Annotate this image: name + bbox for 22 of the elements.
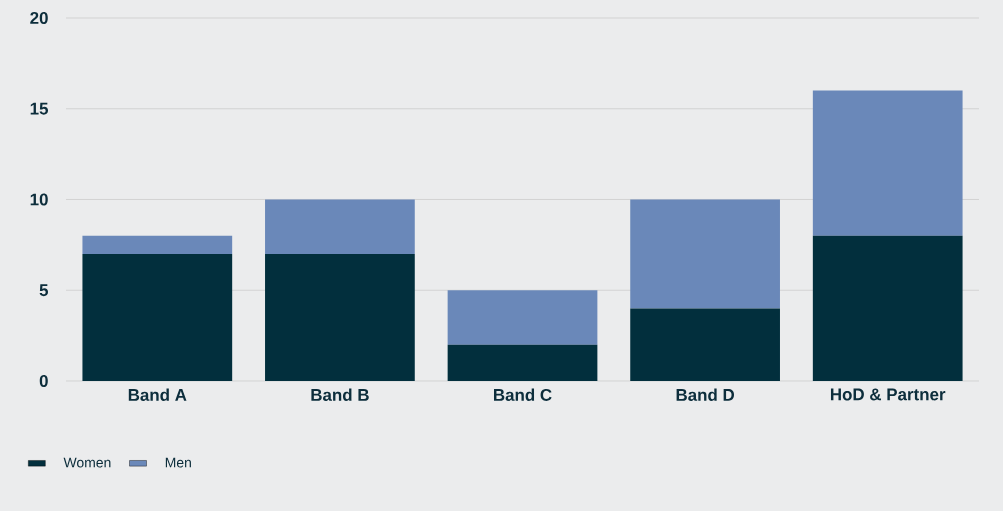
bar — [630, 308, 780, 381]
y-tick-label: 20 — [30, 11, 48, 24]
bar — [265, 253, 415, 381]
x-tick-label: Band A — [128, 388, 187, 401]
bar — [447, 344, 598, 381]
bar — [265, 199, 415, 254]
legend-label: Women — [63, 457, 111, 468]
legend-label: Men — [165, 457, 191, 468]
y-tick-label: 0 — [39, 374, 48, 387]
y-tick-label: 10 — [30, 193, 48, 206]
x-tick-label: HoD & Partner — [830, 388, 946, 401]
x-tick-label: Band C — [494, 388, 552, 401]
bar — [447, 290, 598, 345]
bar — [812, 235, 963, 381]
bar — [82, 253, 233, 381]
bar — [630, 199, 780, 309]
x-tick-label: Band D — [676, 388, 735, 401]
y-tick-label: 5 — [39, 284, 49, 297]
y-tick-label: 15 — [30, 102, 49, 115]
bar — [82, 235, 233, 254]
x-tick-label: Band B — [311, 388, 369, 401]
bar — [812, 90, 963, 236]
